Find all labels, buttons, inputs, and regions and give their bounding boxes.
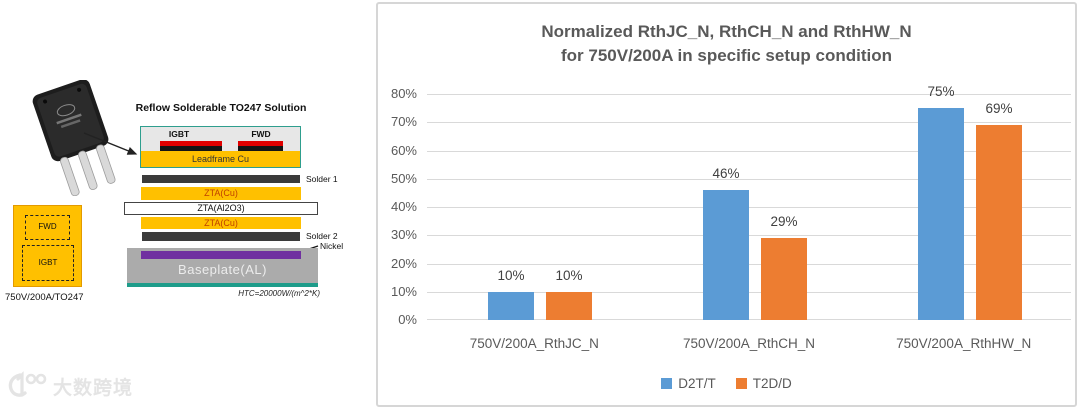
bar-value-label: 46% [712,166,740,181]
htc-note: HTC=20000W/(m^2*K) [238,289,320,298]
solution-title: Reflow Solderable TO247 Solution [135,102,307,114]
watermark-brand-text: 大数跨境 [53,377,134,399]
nickel-layer [141,251,301,259]
legend-item-t2d-d: T2D/D [735,376,792,391]
igbt-die-solder [160,146,222,151]
fwd-die-chip [238,141,283,146]
chart-title: Normalized RthJC_N, RthCH_N and RthHW_N … [378,20,1075,68]
x-axis-category-label: 750V/200A_RthJC_N [469,336,599,351]
y-axis: 0% 10% 20% 30% 40% 50% 60% 70% 80% [378,87,421,327]
y-axis-tick-label: 20% [390,256,417,271]
y-axis-tick-label: 0% [398,312,417,327]
bar-value-label: 10% [555,268,583,283]
gridline [427,151,1071,152]
bar-d2t-t [918,108,964,320]
legend-label-d2t-t: D2T/T [678,376,716,391]
chart-title-line2: for 750V/200A in specific setup conditio… [561,45,892,65]
gridline [427,319,1071,320]
bar-value-label: 10% [497,268,525,283]
chart-title-line1: Normalized RthJC_N, RthCH_N and RthHW_N [541,22,912,41]
watermark: 大数跨境 [6,371,133,401]
x-axis-category-label: 750V/200A_RthCH_N [682,336,816,351]
chip-schematic: FWD IGBT [13,205,82,287]
chart-legend: D2T/T T2D/D [378,376,1075,391]
gridline [427,292,1071,293]
solder2-layer [142,232,300,241]
bar-t2d-d [546,292,592,320]
solder2-label: Solder 2 [306,231,338,241]
legend-swatch-d2t-t [661,378,673,389]
bar-value-label: 69% [985,101,1013,116]
y-axis-tick-label: 70% [390,114,417,129]
bar-d2t-t [488,292,534,320]
x-axis-category-label: 750V/200A_RthHW_N [896,336,1032,351]
gridline [427,207,1071,208]
gridline [427,94,1071,95]
leadframe-cu-layer: Leadframe Cu [141,151,300,167]
solder1-layer [142,175,300,183]
y-axis-tick-label: 50% [390,171,417,186]
baseplate-teal-strip [127,283,318,287]
gridline [427,264,1071,265]
to247-solution-diagram: Reflow Solderable TO247 Solution IGBT FW… [0,0,376,410]
y-axis-tick-label: 80% [390,86,417,101]
nickel-label: Nickel [320,241,344,251]
legend-label-t2d-d: T2D/D [752,376,792,391]
y-axis-tick-label: 10% [390,284,417,299]
watermark-logo-icon [8,371,47,397]
bar-d2t-t [703,190,749,320]
zta-cu-top-layer: ZTA(Cu) [141,187,301,200]
zta-cu-bottom-layer: ZTA(Cu) [141,217,301,229]
igbt-die-label: IGBT [168,129,190,139]
bar-t2d-d [761,238,807,320]
y-axis-tick-label: 40% [390,199,417,214]
chip-igbt-region: IGBT [22,245,74,281]
module-box: IGBT FWD Leadframe Cu [140,126,301,168]
solder1-label: Solder 1 [306,174,338,184]
gridline [427,235,1071,236]
y-axis-tick-label: 30% [390,227,417,242]
gridline [427,122,1071,123]
baseplate-label: Baseplate(AL) [178,262,267,277]
igbt-die-chip [160,141,222,146]
y-axis-tick-label: 60% [390,143,417,158]
bar-value-label: 75% [927,84,955,99]
bar-t2d-d [976,125,1022,320]
plot-area: 10% 10% 46% 29% 75% 69% [427,84,1071,320]
x-axis: 750V/200A_RthJC_N 750V/200A_RthCH_N 750V/2… [427,336,1071,351]
fwd-die-solder [238,146,283,151]
to247-package-image [32,80,116,196]
chip-fwd-region: FWD [25,215,70,240]
pointer-arrow-icon [83,132,138,155]
baseplate-layer: Baseplate(AL) [127,248,318,287]
legend-swatch-t2d-d [735,378,747,389]
bar-chart-panel: Normalized RthJC_N, RthCH_N and RthHW_N … [376,2,1077,407]
zta-al2o3-layer: ZTA(Al2O3) [124,202,318,215]
fwd-die-label: FWD [251,129,271,139]
bar-value-label: 29% [770,214,798,229]
chip-caption: 750V/200A/TO247 [5,292,84,303]
legend-item-d2t-t: D2T/T [661,376,716,391]
gridline [427,179,1071,180]
